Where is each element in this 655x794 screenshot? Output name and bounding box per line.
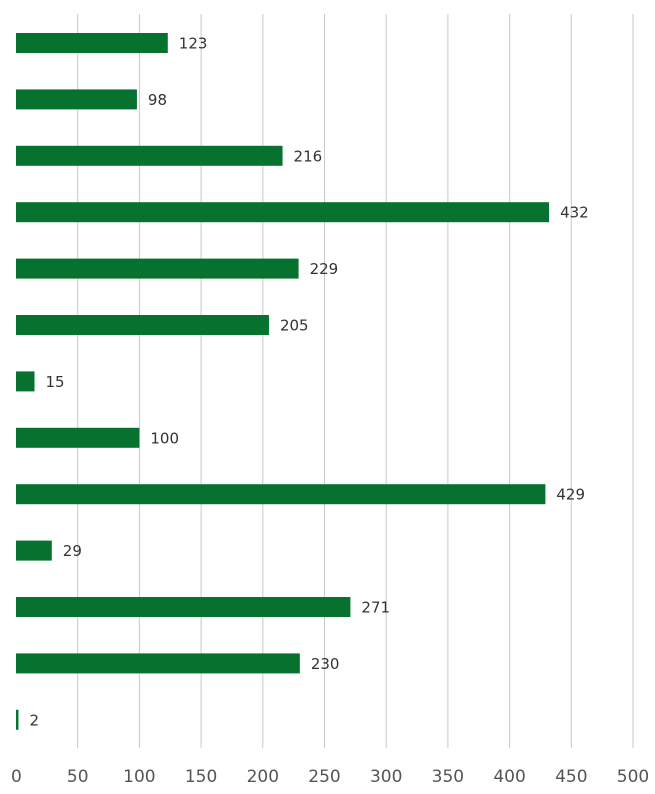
grid-lines bbox=[77, 14, 634, 748]
x-axis-tick-labels: 0 50 100 150 200 250 300 350 400 450 500 bbox=[11, 767, 649, 787]
bar bbox=[16, 315, 269, 335]
bar bbox=[16, 371, 35, 392]
bar bbox=[16, 202, 550, 223]
bar bbox=[16, 89, 137, 110]
bar bbox=[16, 484, 546, 505]
data-label: 429 bbox=[556, 486, 585, 504]
bar bbox=[16, 258, 299, 279]
data-labels: 123 98 216 432 229 205 15 100 429 29 271 230 2 bbox=[29, 35, 588, 730]
bar bbox=[16, 427, 140, 448]
bar bbox=[16, 709, 19, 730]
data-label: 205 bbox=[280, 317, 309, 335]
x-tick-label: 0 bbox=[11, 767, 22, 787]
x-tick-label: 50 bbox=[67, 767, 89, 787]
bar bbox=[16, 597, 351, 617]
x-tick-label: 500 bbox=[617, 767, 649, 787]
x-tick-label: 350 bbox=[432, 767, 464, 787]
x-tick-label: 450 bbox=[555, 767, 587, 787]
data-label: 230 bbox=[311, 655, 340, 673]
bar bbox=[16, 145, 283, 166]
data-label: 15 bbox=[46, 373, 65, 391]
data-label: 2 bbox=[29, 711, 39, 729]
data-label: 432 bbox=[560, 204, 589, 222]
bar bbox=[16, 653, 300, 674]
data-label: 271 bbox=[361, 599, 390, 617]
bar bbox=[16, 33, 168, 53]
data-label: 123 bbox=[179, 35, 208, 53]
x-tick-label: 250 bbox=[308, 767, 340, 787]
data-label: 29 bbox=[63, 542, 82, 560]
x-tick-label: 100 bbox=[123, 767, 155, 787]
data-label: 98 bbox=[148, 91, 167, 109]
data-label: 216 bbox=[294, 147, 323, 165]
data-label: 229 bbox=[310, 260, 339, 278]
bar bbox=[16, 540, 52, 561]
x-tick-label: 150 bbox=[185, 767, 217, 787]
data-label: 100 bbox=[150, 429, 179, 447]
x-tick-label: 300 bbox=[370, 767, 402, 787]
x-tick-label: 200 bbox=[247, 767, 279, 787]
bars bbox=[16, 33, 550, 730]
x-tick-label: 400 bbox=[493, 767, 525, 787]
